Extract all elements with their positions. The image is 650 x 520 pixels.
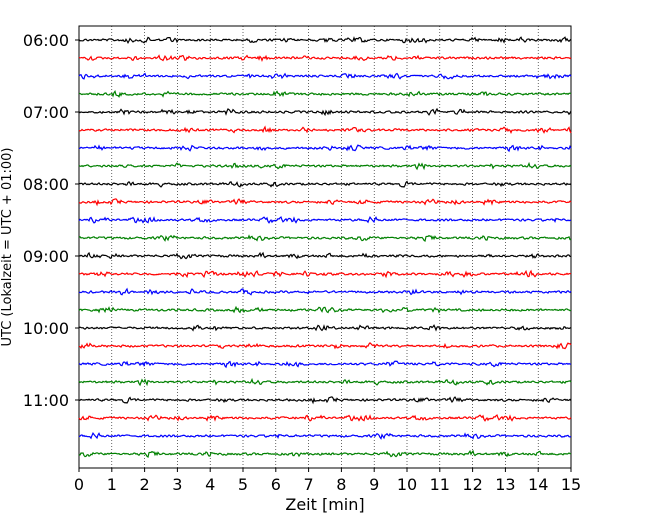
seismic-trace xyxy=(78,377,572,387)
seismic-trace xyxy=(78,414,572,422)
plot-frame xyxy=(78,25,572,469)
x-tick-label: 13 xyxy=(495,475,515,494)
x-tick-label: 4 xyxy=(205,475,215,494)
seismic-traces xyxy=(78,36,572,458)
vertical-grid xyxy=(111,26,539,468)
y-axis-ticks: 06:00 07:00 08:00 09:00 10:00 11:00 xyxy=(23,31,79,410)
seismic-trace xyxy=(78,360,572,369)
seismic-trace xyxy=(78,161,572,171)
x-tick-label: 6 xyxy=(271,475,281,494)
x-tick-label: 14 xyxy=(528,475,548,494)
seismic-trace xyxy=(78,251,572,260)
seismic-trace xyxy=(78,54,572,63)
x-tick-label: 8 xyxy=(336,475,346,494)
y-tick-label: 08:00 xyxy=(23,175,69,194)
seismic-trace xyxy=(78,216,572,224)
seismic-trace xyxy=(78,269,572,279)
x-axis-ticks: 0 1 2 3 4 5 6 7 8 9 10 11 12 13 14 15 xyxy=(74,468,581,494)
seismic-trace xyxy=(78,125,572,134)
x-tick-label: 10 xyxy=(397,475,417,494)
x-tick-label: 7 xyxy=(304,475,314,494)
seismic-trace xyxy=(78,144,572,153)
x-tick-label: 15 xyxy=(561,475,581,494)
seismic-trace xyxy=(78,324,572,332)
seismic-trace xyxy=(78,342,572,350)
seismic-trace xyxy=(78,180,572,188)
x-tick-label: 11 xyxy=(430,475,450,494)
seismic-trace xyxy=(78,234,572,242)
x-tick-label: 12 xyxy=(462,475,482,494)
seismic-trace xyxy=(78,432,572,440)
x-tick-label: 0 xyxy=(74,475,84,494)
y-tick-label: 11:00 xyxy=(23,391,69,410)
seismic-trace xyxy=(78,449,572,458)
x-tick-label: 9 xyxy=(369,475,379,494)
seismic-trace xyxy=(78,198,572,207)
seismic-trace xyxy=(78,305,572,314)
seismic-trace xyxy=(78,396,572,405)
x-tick-label: 5 xyxy=(238,475,248,494)
y-axis-label: UTC (Lokalzeit = UTC + 01:00) xyxy=(0,148,15,347)
y-tick-label: 09:00 xyxy=(23,247,69,266)
seismic-trace xyxy=(78,287,572,296)
y-tick-label: 10:00 xyxy=(23,319,69,338)
seismic-trace xyxy=(78,72,572,80)
y-tick-label: 06:00 xyxy=(23,31,69,50)
seismic-trace xyxy=(78,90,572,98)
x-tick-label: 3 xyxy=(172,475,182,494)
x-tick-label: 2 xyxy=(140,475,150,494)
x-axis-label: Zeit [min] xyxy=(285,495,364,514)
x-tick-label: 1 xyxy=(107,475,117,494)
seismic-trace xyxy=(78,36,572,45)
seismic-trace xyxy=(78,107,572,117)
y-tick-label: 07:00 xyxy=(23,103,69,122)
